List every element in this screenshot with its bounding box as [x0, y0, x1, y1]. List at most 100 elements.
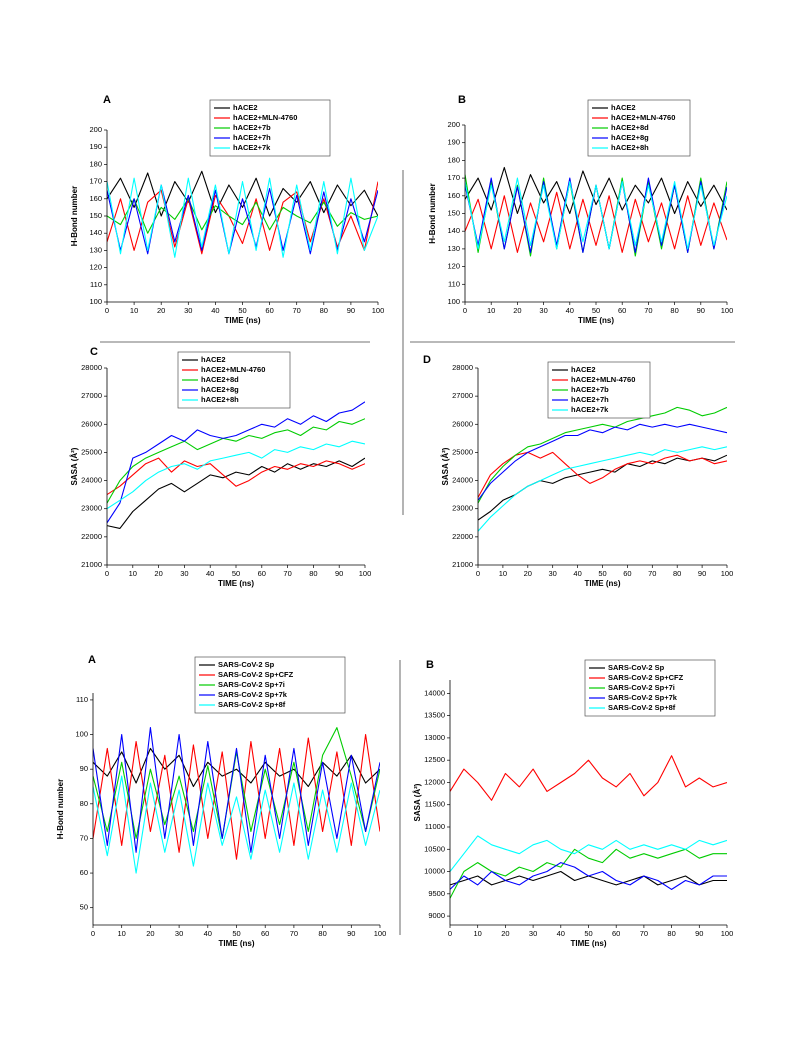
- y-tick-label: 70: [80, 833, 88, 842]
- y-tick-label: 9500: [428, 889, 445, 898]
- panel-label: A: [103, 94, 111, 106]
- y-tick-label: 60: [80, 868, 88, 877]
- legend-label: hACE2+MLN-4760: [201, 365, 265, 374]
- x-tick-label: 10: [129, 569, 137, 578]
- data-line: [93, 775, 380, 874]
- x-tick-label: 80: [673, 569, 681, 578]
- x-tick-label: 30: [180, 569, 188, 578]
- legend-label: hACE2+7h: [233, 133, 271, 142]
- y-tick-label: 50: [80, 903, 88, 912]
- chart-panel: 0 10 20 30 40 50 60 70 80 90 100 21000 22000 23000 240…: [70, 346, 371, 588]
- data-line: [107, 170, 378, 217]
- y-tick-label: 12000: [424, 777, 445, 786]
- y-tick-label: 90: [80, 764, 88, 773]
- legend-label: hACE2+7h: [571, 395, 609, 404]
- x-tick-label: 90: [697, 306, 705, 315]
- y-tick-label: 190: [447, 138, 460, 147]
- y-axis-title: SASA (Å²): [441, 447, 450, 485]
- x-tick-label: 100: [374, 929, 387, 938]
- x-axis-title: TIME (ns): [219, 939, 255, 948]
- data-line: [107, 418, 365, 504]
- y-tick-label: 190: [89, 142, 102, 151]
- data-line: [107, 440, 365, 510]
- x-tick-label: 10: [487, 306, 495, 315]
- y-tick-label: 180: [89, 159, 102, 168]
- y-tick-label: 23000: [81, 504, 102, 513]
- legend-label: SARS-CoV-2 Sp: [608, 663, 665, 672]
- x-tick-label: 80: [320, 306, 328, 315]
- y-tick-label: 10500: [424, 844, 445, 853]
- legend-label: SARS-CoV-2 Sp: [218, 660, 275, 669]
- legend-label: hACE2+8d: [611, 123, 649, 132]
- x-tick-label: 40: [206, 569, 214, 578]
- y-tick-label: 100: [447, 297, 460, 306]
- legend-label: hACE2+8g: [611, 133, 649, 142]
- chart-panel: 0 10 20 30 40 50 60 70 80 90 100 100 110 120 130 140 150…: [70, 94, 384, 325]
- x-tick-label: 0: [91, 929, 95, 938]
- legend-label: hACE2: [611, 103, 636, 112]
- x-tick-label: 20: [146, 929, 154, 938]
- x-tick-label: 30: [539, 306, 547, 315]
- data-line: [107, 457, 365, 529]
- x-tick-label: 20: [154, 569, 162, 578]
- x-tick-label: 20: [157, 306, 165, 315]
- y-tick-label: 80: [80, 799, 88, 808]
- legend-label: SARS-CoV-2 Sp+CFZ: [608, 673, 684, 682]
- x-tick-label: 60: [623, 569, 631, 578]
- data-line: [450, 862, 727, 890]
- x-tick-label: 80: [309, 569, 317, 578]
- panel-label: B: [426, 659, 434, 671]
- legend-label: hACE2+7k: [233, 143, 271, 152]
- x-tick-label: 60: [265, 306, 273, 315]
- x-axis-title: TIME (ns): [225, 316, 261, 325]
- y-tick-label: 140: [89, 228, 102, 237]
- y-tick-label: 12500: [424, 755, 445, 764]
- data-line: [107, 177, 378, 258]
- x-tick-label: 40: [566, 306, 574, 315]
- data-line: [93, 727, 380, 853]
- y-tick-label: 26000: [81, 419, 102, 428]
- y-tick-label: 25000: [452, 447, 473, 456]
- legend-label: hACE2+8d: [201, 375, 239, 384]
- y-axis-title: H-Bond number: [70, 186, 79, 246]
- y-tick-label: 14000: [424, 688, 445, 697]
- x-tick-label: 0: [105, 569, 109, 578]
- y-tick-label: 130: [89, 245, 102, 254]
- plot-data: [107, 170, 378, 258]
- x-tick-label: 70: [644, 306, 652, 315]
- x-tick-label: 60: [261, 929, 269, 938]
- panel-label: D: [423, 354, 431, 366]
- legend-label: hACE2+MLN-4760: [611, 113, 675, 122]
- y-tick-label: 200: [447, 120, 460, 129]
- legend-label: hACE2+7k: [571, 405, 609, 414]
- x-tick-label: 70: [283, 569, 291, 578]
- y-tick-label: 110: [76, 695, 88, 704]
- data-line: [93, 734, 380, 860]
- x-tick-label: 70: [290, 929, 298, 938]
- x-tick-label: 50: [232, 569, 240, 578]
- x-tick-label: 10: [499, 569, 507, 578]
- plot-data: [478, 406, 727, 532]
- x-tick-label: 50: [238, 306, 246, 315]
- x-tick-label: 70: [648, 569, 656, 578]
- x-tick-label: 0: [448, 929, 452, 938]
- y-tick-label: 100: [75, 730, 88, 739]
- plot-data: [107, 401, 365, 529]
- legend-label: hACE2+7b: [233, 123, 271, 132]
- y-tick-label: 110: [448, 279, 460, 288]
- data-line: [450, 835, 727, 872]
- plot-data: [465, 166, 727, 257]
- x-tick-label: 90: [347, 306, 355, 315]
- y-tick-label: 27000: [452, 391, 473, 400]
- legend-label: hACE2: [201, 355, 226, 364]
- y-axis-title: H-Bond number: [56, 779, 65, 839]
- y-tick-label: 23000: [452, 504, 473, 513]
- legend-label: hACE2+MLN-4760: [233, 113, 297, 122]
- y-tick-label: 24000: [452, 476, 473, 485]
- y-tick-label: 120: [89, 263, 102, 272]
- y-axis-title: SASA (Å²): [70, 447, 79, 485]
- y-tick-label: 11500: [425, 800, 445, 809]
- y-tick-label: 9000: [428, 911, 445, 920]
- legend-label: hACE2+8h: [201, 395, 239, 404]
